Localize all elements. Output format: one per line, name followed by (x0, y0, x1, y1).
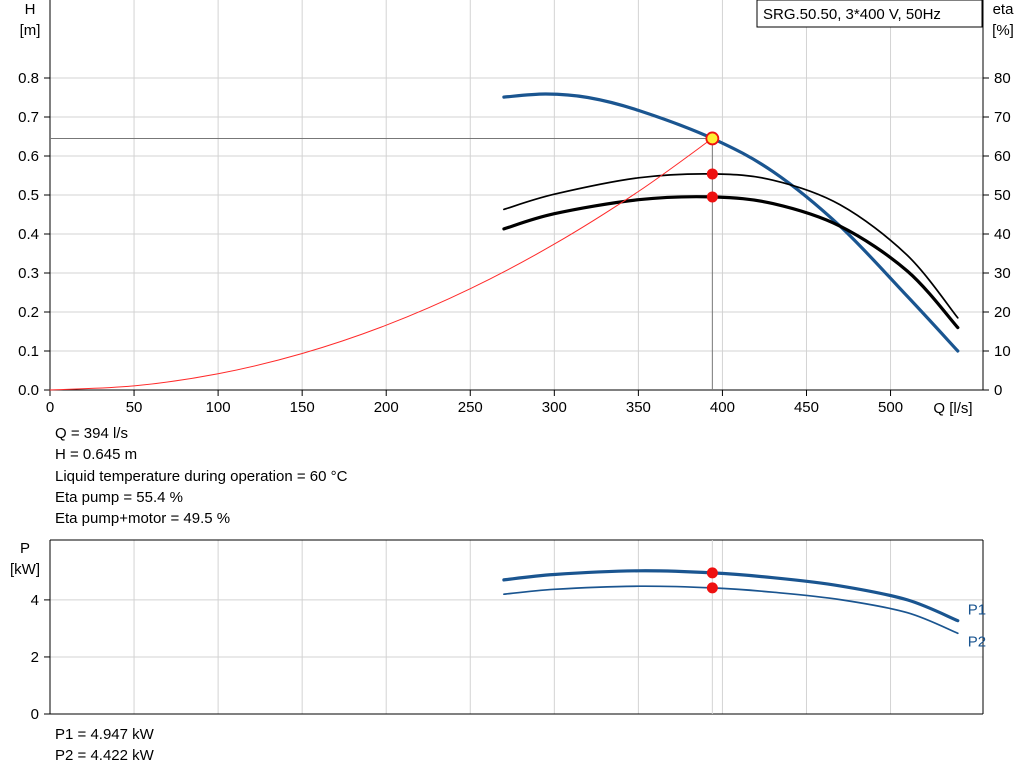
y2-tick-label: 80 (994, 70, 1011, 87)
series-eta_pump-line (503, 172, 959, 319)
y-tick-label: 0.2 (18, 304, 39, 321)
x-tick-label: 400 (710, 399, 735, 416)
liquid-temperature-readout: Liquid temperature during operation = 60… (55, 467, 348, 485)
title-box (756, 0, 983, 28)
y-axis-label: H (25, 1, 36, 18)
y2-tick-label: 10 (994, 343, 1011, 360)
bottom-grid (50, 540, 983, 714)
y-tick-label: 0.7 (18, 109, 39, 126)
x-tick-label: 100 (206, 399, 231, 416)
chart-title: SRG.50.50, 3*400 V, 50Hz (763, 6, 941, 23)
y2-tick-label: 40 (994, 226, 1011, 243)
x-tick-label: 500 (878, 399, 903, 416)
y2-tick-label: 20 (994, 304, 1011, 321)
p2-readout: P2 = 4.422 kW (55, 747, 154, 765)
series-system-line (49, 137, 713, 391)
head-readout: H = 0.645 m (55, 446, 138, 464)
x-tick-label: 450 (794, 399, 819, 416)
p-tick-label: 2 (31, 649, 39, 666)
duty-point-marker (706, 191, 718, 203)
power-chart: 0 2 4 P [kW] P1 P2 (10, 539, 986, 723)
y-tick-label: 0.5 (18, 187, 39, 204)
duty-point-marker (706, 168, 718, 180)
y2-tick-label: 70 (994, 109, 1011, 126)
y-tick-label: 0.6 (18, 148, 39, 165)
x-tick-label: 150 (290, 399, 315, 416)
y2-tick-label: 50 (994, 187, 1011, 204)
eta-pump-readout: Eta pump = 55.4 % (55, 488, 183, 506)
y-tick-label: 0.4 (18, 226, 39, 243)
y2-tick-label: 60 (994, 148, 1011, 165)
p-tick-label: 0 (31, 706, 39, 723)
x-tick-label: 300 (542, 399, 567, 416)
x-tick-label: 50 (126, 399, 143, 416)
series-p1-line (502, 569, 960, 623)
y2-tick-label: 30 (994, 265, 1011, 282)
series-H-line (502, 92, 960, 353)
y2-axis-unit: [%] (992, 22, 1014, 39)
series-p2-line (503, 585, 959, 635)
series-eta_total-line (502, 195, 960, 330)
x-axis-label: Q [l/s] (933, 400, 972, 417)
p1-readout: P1 = 4.947 kW (55, 726, 154, 743)
y-tick-label: 0.0 (18, 382, 39, 399)
power-axis-label: P (20, 540, 30, 557)
power-duty-marker (706, 567, 718, 579)
x-tick-label: 350 (626, 399, 651, 416)
y-tick-label: 0.1 (18, 343, 39, 360)
series-p2-label: P2 (968, 633, 986, 650)
flow-readout: Q = 394 l/s (55, 425, 128, 442)
y-tick-label: 0.8 (18, 70, 39, 87)
eta-total-readout: Eta pump+motor = 49.5 % (55, 510, 231, 528)
y2-axis-label: eta (993, 1, 1015, 18)
x-tick-label: 0 (46, 399, 54, 416)
series-p1-label: P1 (968, 602, 986, 619)
x-tick-label: 250 (458, 399, 483, 416)
power-info: P1 = 4.947 kW P2 = 4.422 kW (55, 724, 154, 767)
y-axis-unit: [m] (20, 22, 41, 39)
y2-tick-label: 0 (994, 382, 1002, 399)
head-efficiency-chart: 0 50 100 150 200 250 300 350 400 450 5000.00.10.20… (18, 0, 1014, 417)
p-tick-label: 4 (31, 592, 39, 609)
power-axis-unit: [kW] (10, 561, 40, 578)
power-duty-marker (706, 582, 718, 594)
top-grid (50, 0, 983, 390)
operating-point-info: Q = 394 l/s H = 0.645 m Liquid temperatu… (55, 423, 347, 529)
x-tick-label: 200 (374, 399, 399, 416)
y-tick-label: 0.3 (18, 265, 39, 282)
operating-point-marker (705, 131, 720, 146)
